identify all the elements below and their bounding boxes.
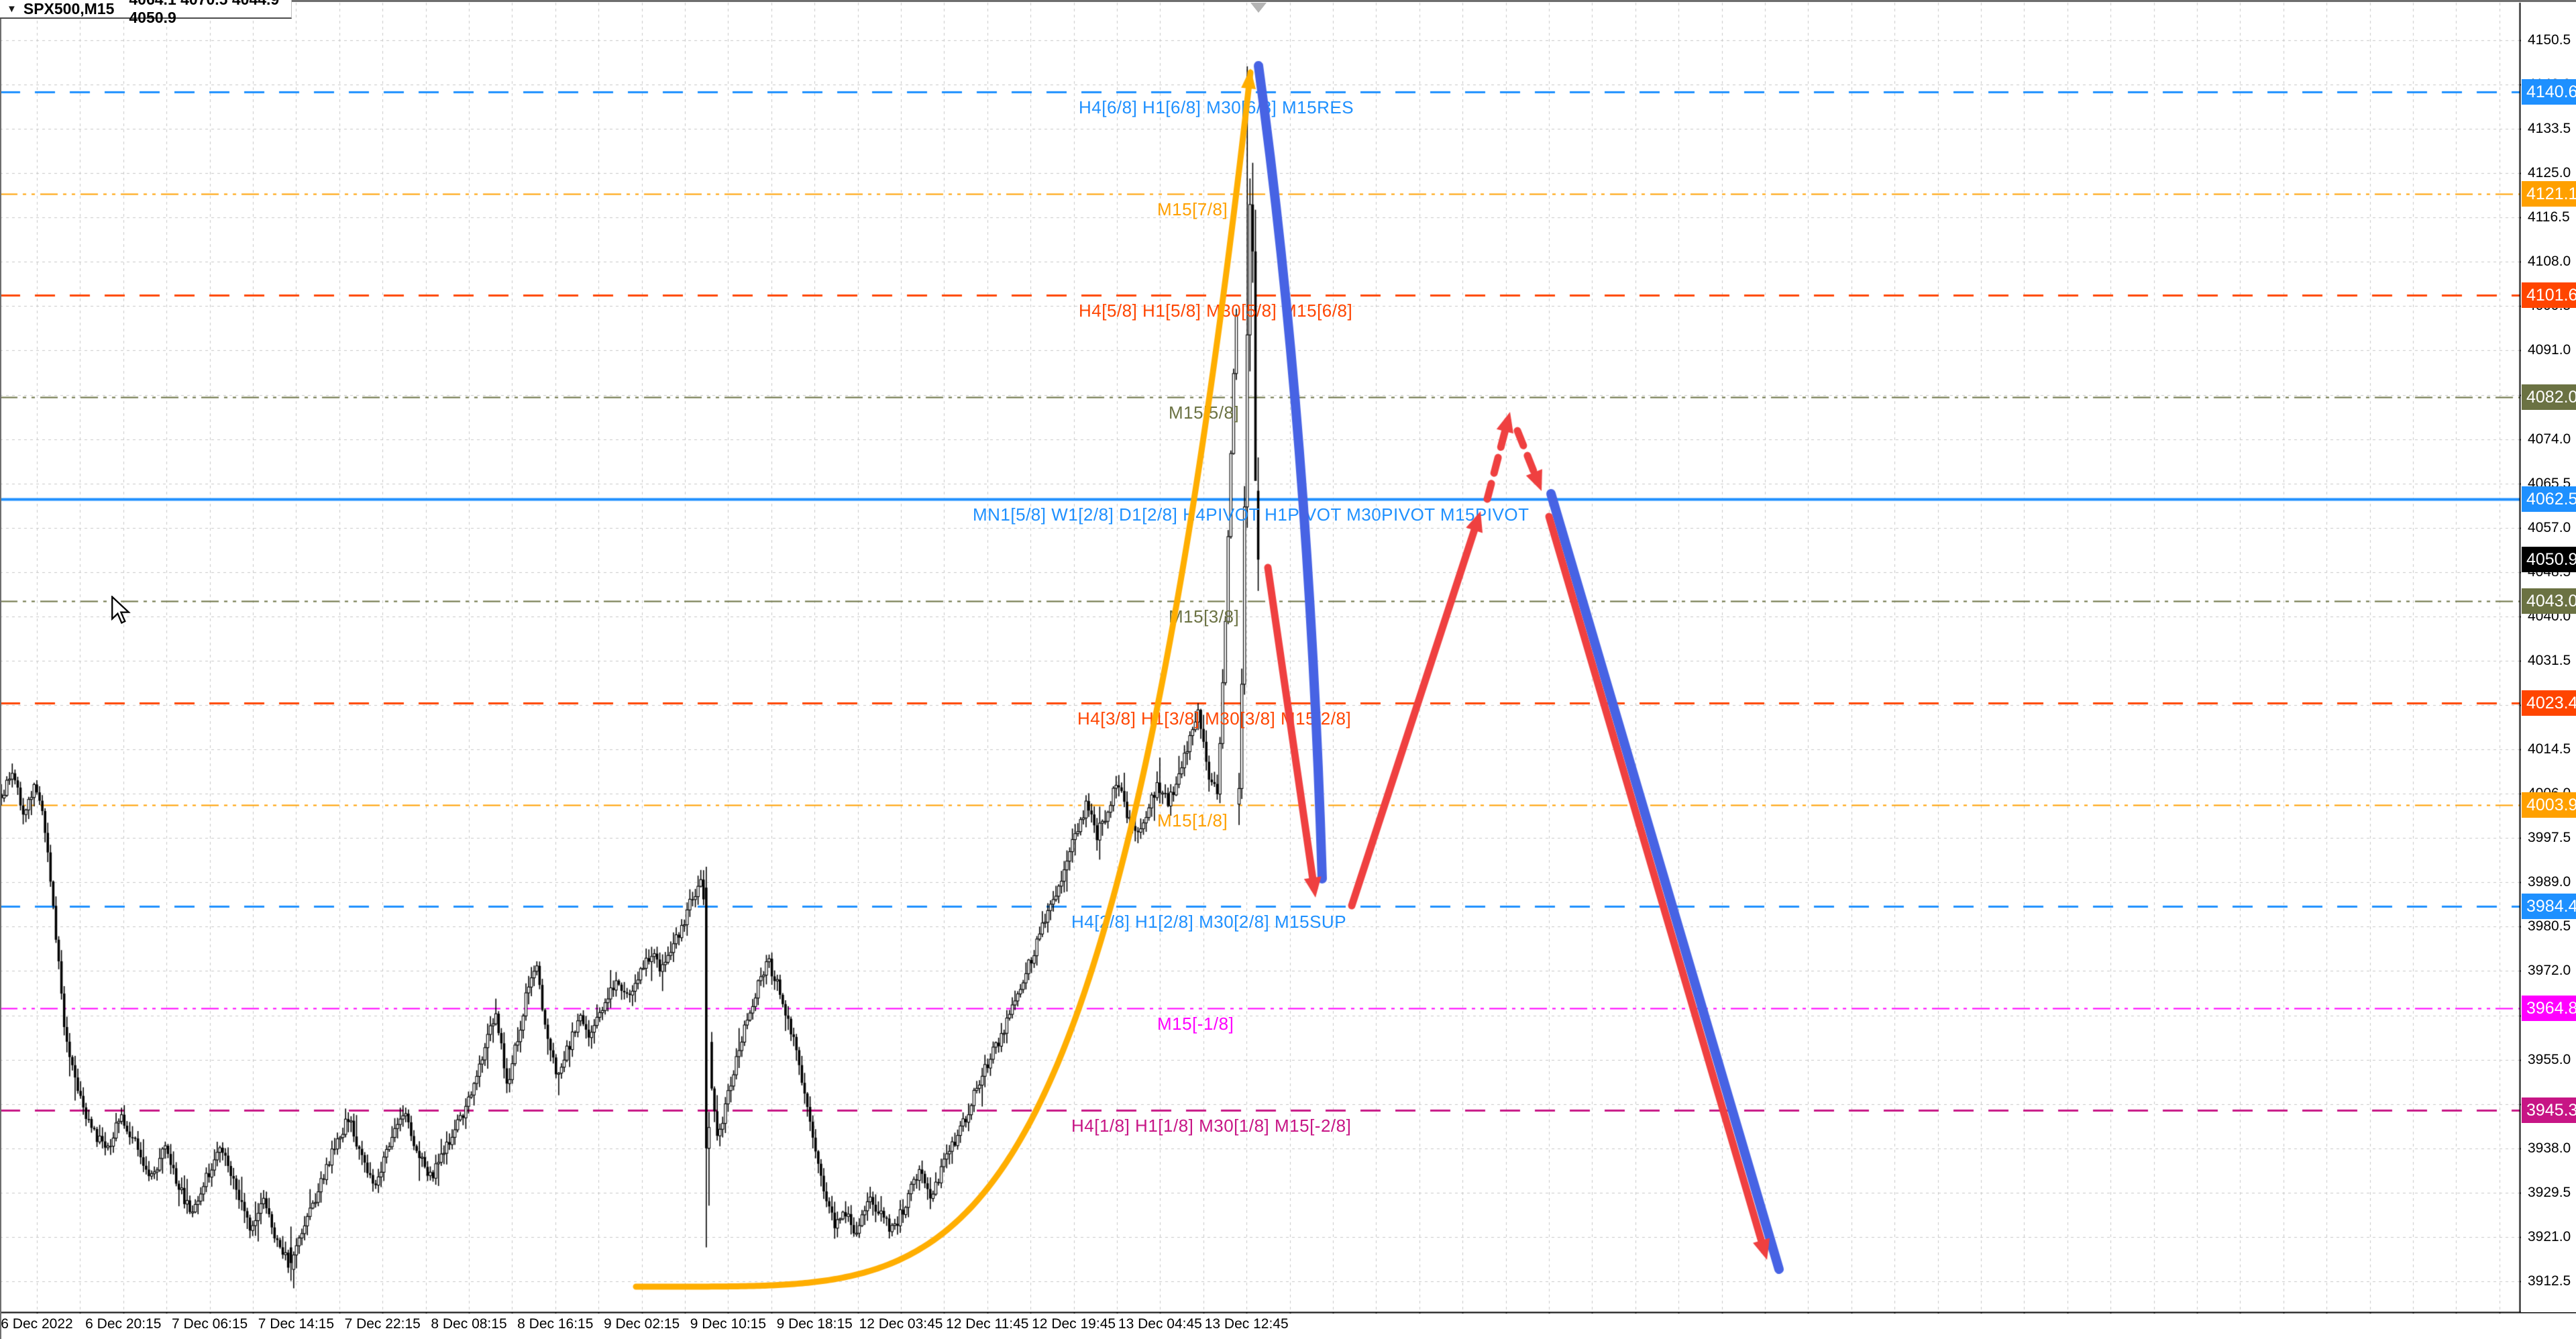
- price-axis-label: 3921.0: [2528, 1228, 2571, 1244]
- price-tag: 4023.4: [2522, 690, 2576, 716]
- time-axis-label: 6 Dec 2022: [1, 1316, 73, 1332]
- time-axis-label: 13 Dec 04:45: [1118, 1316, 1202, 1332]
- time-axis[interactable]: 6 Dec 2022 6 Dec 20:15 7 Dec 06:15 7 Dec 14…: [0, 1314, 2576, 1339]
- time-axis-label: 8 Dec 16:15: [517, 1316, 594, 1332]
- price-tag: 4101.6: [2522, 282, 2576, 309]
- price-tag: 4043.0: [2522, 588, 2576, 614]
- price-axis-label: 4150.5: [2528, 32, 2571, 48]
- price-axis-label: 3929.5: [2528, 1184, 2571, 1200]
- price-axis-label: 3989.0: [2528, 874, 2571, 890]
- price-axis-label: 4133.5: [2528, 121, 2571, 137]
- price-axis-label: 3938.0: [2528, 1140, 2571, 1156]
- price-axis-label: 4031.5: [2528, 652, 2571, 668]
- price-axis-label: 4014.5: [2528, 741, 2571, 757]
- price-axis-label: 4074.0: [2528, 431, 2571, 447]
- time-axis-label: 7 Dec 14:15: [258, 1316, 335, 1332]
- time-axis-label: 12 Dec 11:45: [946, 1316, 1029, 1332]
- price-axis-label: 4057.0: [2528, 519, 2571, 535]
- symbol-dropdown-icon[interactable]: ▼: [7, 3, 17, 15]
- window-top-border: [0, 0, 2576, 2]
- chart-title-symbol: SPX500,M15: [23, 0, 115, 17]
- time-axis-label: 6 Dec 20:15: [85, 1316, 162, 1332]
- time-axis-label: 13 Dec 12:45: [1204, 1316, 1289, 1332]
- price-axis-label: 4091.0: [2528, 342, 2571, 358]
- price-axis-label: 4108.0: [2528, 254, 2571, 270]
- price-tag: 3984.4: [2522, 894, 2576, 920]
- time-axis-label: 9 Dec 18:15: [776, 1316, 853, 1332]
- time-axis-label: 12 Dec 19:45: [1032, 1316, 1116, 1332]
- time-axis-label: 9 Dec 10:15: [690, 1316, 767, 1332]
- price-tag: 4082.0: [2522, 384, 2576, 411]
- price-tag: 3964.8: [2522, 996, 2576, 1022]
- price-axis-label: 4125.0: [2528, 165, 2571, 181]
- price-axis-label: 3912.5: [2528, 1273, 2571, 1289]
- chart-title-ohlc: 4064.1 4070.5 4044.9 4050.9: [129, 0, 279, 26]
- price-axis-label: 3955.0: [2528, 1051, 2571, 1067]
- time-axis-label: 7 Dec 06:15: [171, 1316, 248, 1332]
- time-axis-label: 8 Dec 08:15: [431, 1316, 507, 1332]
- price-axis[interactable]: 4150.54142.04133.54125.04116.54108.04099…: [2521, 3, 2576, 1312]
- time-axis-label: 7 Dec 22:15: [344, 1316, 421, 1332]
- mouse-cursor: [111, 596, 131, 624]
- price-axis-label: 3980.5: [2528, 918, 2571, 934]
- price-tag: 4050.9: [2522, 547, 2576, 573]
- chart-title-panel: ▼ SPX500,M15 4064.1 4070.5 4044.9 4050.9: [0, 0, 292, 26]
- price-tag: 4062.5: [2522, 486, 2576, 513]
- time-axis-label: 12 Dec 03:45: [859, 1316, 943, 1332]
- price-tag: 3945.3: [2522, 1097, 2576, 1124]
- price-tag: 4003.9: [2522, 792, 2576, 818]
- price-axis-label: 3997.5: [2528, 830, 2571, 846]
- price-tag: 4140.6: [2522, 78, 2576, 105]
- price-tag: 4121.1: [2522, 180, 2576, 207]
- price-axis-label: 3972.0: [2528, 963, 2571, 979]
- window-left-border: [0, 0, 1, 1339]
- price-axis-label: 4116.5: [2528, 209, 2570, 225]
- time-axis-label: 9 Dec 02:15: [603, 1316, 680, 1332]
